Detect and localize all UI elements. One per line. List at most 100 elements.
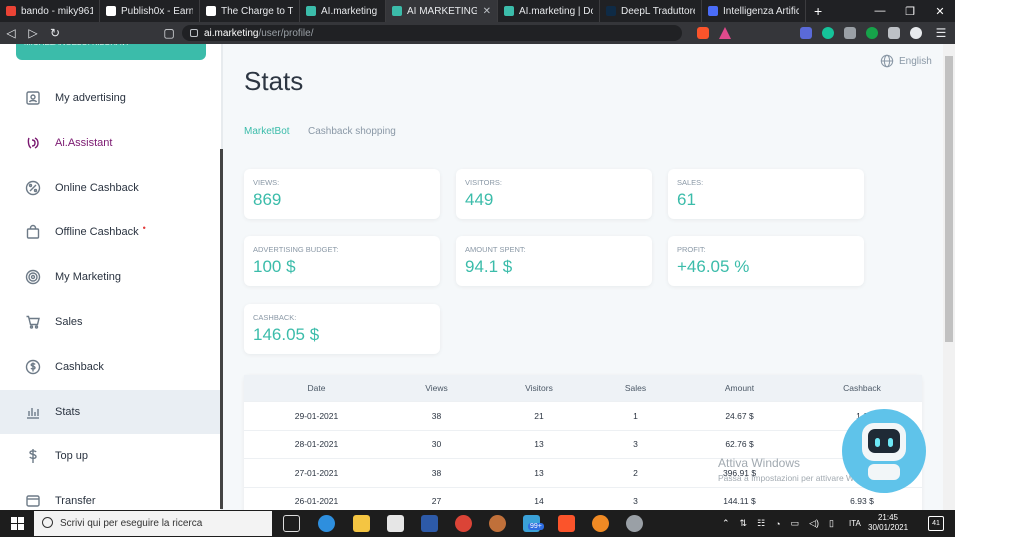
dollar-icon xyxy=(24,448,41,465)
task-view-icon[interactable] xyxy=(283,515,300,532)
close-window-icon[interactable]: ✕ xyxy=(935,5,945,18)
column-header[interactable]: Amount xyxy=(724,383,755,393)
bookmark-icon[interactable]: ▢ xyxy=(163,26,175,40)
table-cell: 30 xyxy=(431,439,442,450)
page-scrollbar-thumb[interactable] xyxy=(945,56,953,342)
brave-shield-icon[interactable] xyxy=(697,27,709,39)
tray-icon[interactable]: ⇅ xyxy=(739,518,748,528)
brave-taskbar-icon[interactable] xyxy=(558,515,575,532)
sidebar-item-top-up[interactable]: Top up xyxy=(0,434,220,478)
back-icon[interactable]: ◁ xyxy=(6,26,16,40)
sidebar-item-stats[interactable]: Stats xyxy=(0,389,220,434)
table-cell: 24.67 $ xyxy=(725,410,754,421)
stat-card-value: 869 xyxy=(253,190,282,209)
browser-tab[interactable]: AI.marketing | Doma xyxy=(498,0,600,22)
table-cell: 27-01-2021 xyxy=(294,467,339,478)
stat-card-label: CASHBACK: xyxy=(253,313,297,322)
app-icon[interactable] xyxy=(489,515,506,532)
grammarly-icon[interactable] xyxy=(822,27,834,39)
chrome-icon[interactable] xyxy=(455,515,472,532)
tray-icon[interactable]: ☷ xyxy=(757,518,766,528)
column-header[interactable]: Sales xyxy=(624,383,647,393)
activation-watermark-title: Attiva Windows xyxy=(718,456,801,470)
profile-icon[interactable] xyxy=(910,27,922,39)
taskbar-search[interactable]: Scrivi qui per eseguire la ricerca xyxy=(34,511,272,536)
chat-assistant-button[interactable] xyxy=(842,409,926,493)
windows-taskbar: Scrivi qui per eseguire la ricerca 99+ ⌃… xyxy=(0,510,955,537)
chevron-up-icon[interactable]: ⌃ xyxy=(722,518,730,528)
browser-tab[interactable]: Intelligenza Artificia xyxy=(702,0,806,22)
table-cell: 28-01-2021 xyxy=(294,439,339,450)
browser-tab[interactable]: DeepL Traduttore xyxy=(600,0,702,22)
sidebar-item-online-cashback[interactable]: Online Cashback xyxy=(0,166,220,210)
notification-badge: 99+ xyxy=(528,523,544,530)
tray-icon[interactable]: ▯ xyxy=(829,518,834,528)
input-language[interactable]: ITA xyxy=(849,519,861,528)
stat-card: VIEWS: 869 xyxy=(244,169,440,219)
lock-icon xyxy=(190,29,198,37)
windows-start-icon[interactable] xyxy=(11,517,24,530)
sidebar-item-cashback[interactable]: Cashback xyxy=(0,345,220,389)
sidebar-item-ai-assistant[interactable]: Ai.Assistant xyxy=(0,121,220,165)
minimize-icon[interactable]: — xyxy=(874,5,886,17)
new-badge: • xyxy=(142,223,146,234)
sidebar-item-label: Sales xyxy=(55,316,83,328)
language-selector[interactable]: English xyxy=(880,54,932,68)
tab-label: bando - miky96123@ xyxy=(21,5,93,17)
wifi-icon[interactable]: ◔ xyxy=(775,518,781,529)
sidebar-item-transfer[interactable]: Transfer xyxy=(0,479,220,510)
sidebar-item-label: Cashback xyxy=(55,360,104,373)
table-cell: 13 xyxy=(534,467,544,478)
restore-icon[interactable]: ❐ xyxy=(905,5,915,18)
volume-icon[interactable]: ◁) xyxy=(809,518,820,528)
browser-tab[interactable]: AI MARKETING ✕ xyxy=(386,0,498,22)
sidebar-item-label: Online Cashback xyxy=(55,181,139,194)
sidebar-item-my-marketing[interactable]: My Marketing xyxy=(0,255,220,299)
browser-tab[interactable]: The Charge to To xyxy=(200,0,300,22)
tab-cashback-shopping[interactable]: Cashback shopping xyxy=(308,126,396,137)
reload-icon[interactable]: ↻ xyxy=(49,26,61,40)
file-explorer-icon[interactable] xyxy=(353,515,370,532)
stat-card-label: PROFIT: xyxy=(677,245,706,254)
taskbar-clock[interactable]: 21:45 30/01/2021 xyxy=(868,513,908,533)
address-bar[interactable]: ai.marketing /user/profile/ xyxy=(182,25,682,41)
browser-tab[interactable]: AI.marketing | xyxy=(300,0,386,22)
stat-card-value: 100 $ xyxy=(253,257,296,276)
stat-card: SALES: 61 xyxy=(668,169,864,219)
stat-card-label: AMOUNT SPENT: xyxy=(465,245,526,254)
robot-eye xyxy=(888,438,893,447)
shield-ext-icon[interactable] xyxy=(844,27,856,39)
robot-face xyxy=(868,429,900,453)
assistant-icon xyxy=(24,134,41,151)
browser-tab[interactable]: bando - miky96123@ xyxy=(0,0,100,22)
sidebar-scrollbar[interactable] xyxy=(220,149,223,509)
new-tab-button[interactable]: + xyxy=(814,3,823,19)
tray-icon[interactable]: ▭ xyxy=(790,518,800,528)
browser-tab[interactable]: Publish0x - Earn Cry xyxy=(100,0,200,22)
sidebar-item-offline-cashback[interactable]: Offline Cashback • xyxy=(0,210,220,254)
column-header[interactable]: Date xyxy=(307,383,326,393)
clock-time: 21:45 xyxy=(877,513,899,522)
forward-icon[interactable]: ▷ xyxy=(28,26,38,40)
extension-icon[interactable] xyxy=(800,27,812,39)
main-content: Stats English MarketBot Cashback shoppin… xyxy=(224,44,942,510)
green-ext-icon[interactable] xyxy=(866,27,878,39)
column-header[interactable]: Cashback xyxy=(843,383,881,393)
tab-marketbot[interactable]: MarketBot xyxy=(244,126,290,137)
wiki-icon xyxy=(708,6,718,16)
facebook-icon[interactable] xyxy=(421,515,438,532)
crypto-app-icon[interactable] xyxy=(592,515,609,532)
page-scrollbar[interactable] xyxy=(943,44,955,510)
column-header[interactable]: Visitors xyxy=(525,383,553,393)
sidebar-item-my-advertising[interactable]: My advertising xyxy=(0,76,220,120)
app-icon-2[interactable] xyxy=(626,515,643,532)
notification-center-icon[interactable]: 41 xyxy=(928,516,944,531)
puzzle-icon[interactable] xyxy=(888,27,900,39)
brave-rewards-icon[interactable] xyxy=(719,27,731,39)
close-tab-icon[interactable]: ✕ xyxy=(482,5,491,17)
store-icon[interactable] xyxy=(387,515,404,532)
sidebar-item-sales[interactable]: Sales xyxy=(0,300,220,344)
menu-icon[interactable]: ☰ xyxy=(935,26,947,40)
column-header[interactable]: Views xyxy=(425,383,448,393)
edge-icon[interactable] xyxy=(318,515,335,532)
